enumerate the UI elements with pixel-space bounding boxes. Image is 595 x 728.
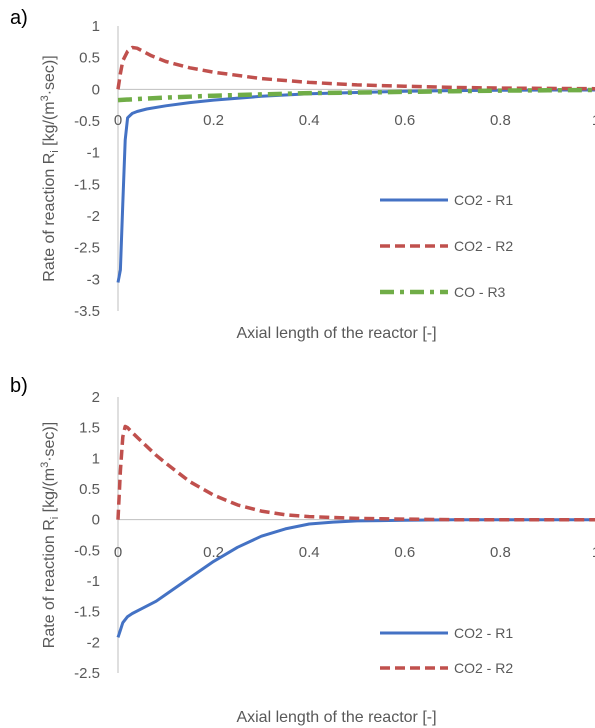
panel-label: b) (10, 375, 28, 397)
y-tick-label: 0.5 (79, 481, 100, 498)
y-tick-label: -2.5 (74, 240, 100, 257)
panel-label: a) (10, 7, 28, 29)
series-line-1 (116, 518, 595, 638)
y-tick-label: 0 (92, 512, 100, 529)
x-tick-label: 0.6 (394, 544, 415, 561)
y-tick-label: -2 (87, 208, 100, 225)
x-tick-label: 0.2 (203, 112, 224, 129)
legend-label: CO2 - R2 (454, 660, 513, 676)
x-tick-label: 0.6 (394, 112, 415, 129)
x-tick-label: 1 (592, 544, 595, 561)
y-tick-label: -2 (87, 634, 100, 651)
y-tick-label: -0.5 (74, 113, 100, 130)
y-tick-label: -1 (87, 573, 100, 590)
x-tick-label: 0.8 (490, 544, 511, 561)
y-axis-title: Rate of reaction Ri [kg/(m3·sec)] (39, 55, 61, 281)
y-tick-label: 2 (92, 389, 100, 406)
y-tick-label: 0.5 (79, 50, 100, 67)
y-tick-label: 0 (92, 81, 100, 98)
x-tick-label: 0 (114, 544, 122, 561)
legend-label: CO - R3 (454, 284, 506, 300)
y-tick-label: -1.5 (74, 604, 100, 621)
y-tick-label: -0.5 (74, 542, 100, 559)
y-tick-label: 1 (92, 18, 100, 35)
y-tick-label: -1.5 (74, 176, 100, 193)
y-tick-label: -3 (87, 271, 100, 288)
series-line-3 (117, 87, 595, 103)
series-line-2 (116, 424, 595, 522)
x-tick-label: 0.4 (299, 544, 320, 561)
legend-label: CO2 - R1 (454, 192, 513, 208)
x-axis-title: Axial length of the reactor [-] (236, 709, 436, 726)
chart-panel-b: b)21.510.50-0.5-1-1.5-2-2.50 0.2 0.4 0.6 0.8… (10, 375, 595, 726)
x-tick-label: 1 (592, 112, 595, 129)
y-axis-title: Rate of reaction Ri [kg/(m3·sec)] (39, 422, 61, 648)
y-tick-label: 1.5 (79, 420, 100, 437)
y-tick-label: -2.5 (74, 665, 100, 682)
y-tick-label: -1 (87, 145, 100, 162)
series-line-1 (116, 88, 595, 283)
x-axis-title: Axial length of the reactor [-] (236, 325, 436, 342)
legend-label: CO2 - R1 (454, 625, 513, 641)
x-tick-label: 0 (114, 112, 122, 129)
y-tick-label: 1 (92, 450, 100, 467)
chart-panel-a: a) 1 0.5 0 -0.5 -1 -1.5 -2 -2.5 -3 -3.5 0 0.2 0.4 0.6 0… (10, 7, 595, 342)
legend-label: CO2 - R2 (454, 238, 513, 254)
x-tick-label: 0.4 (299, 112, 320, 129)
series-line-2 (116, 45, 595, 91)
x-tick-label: 0.8 (490, 112, 511, 129)
y-tick-label: -3.5 (74, 303, 100, 320)
